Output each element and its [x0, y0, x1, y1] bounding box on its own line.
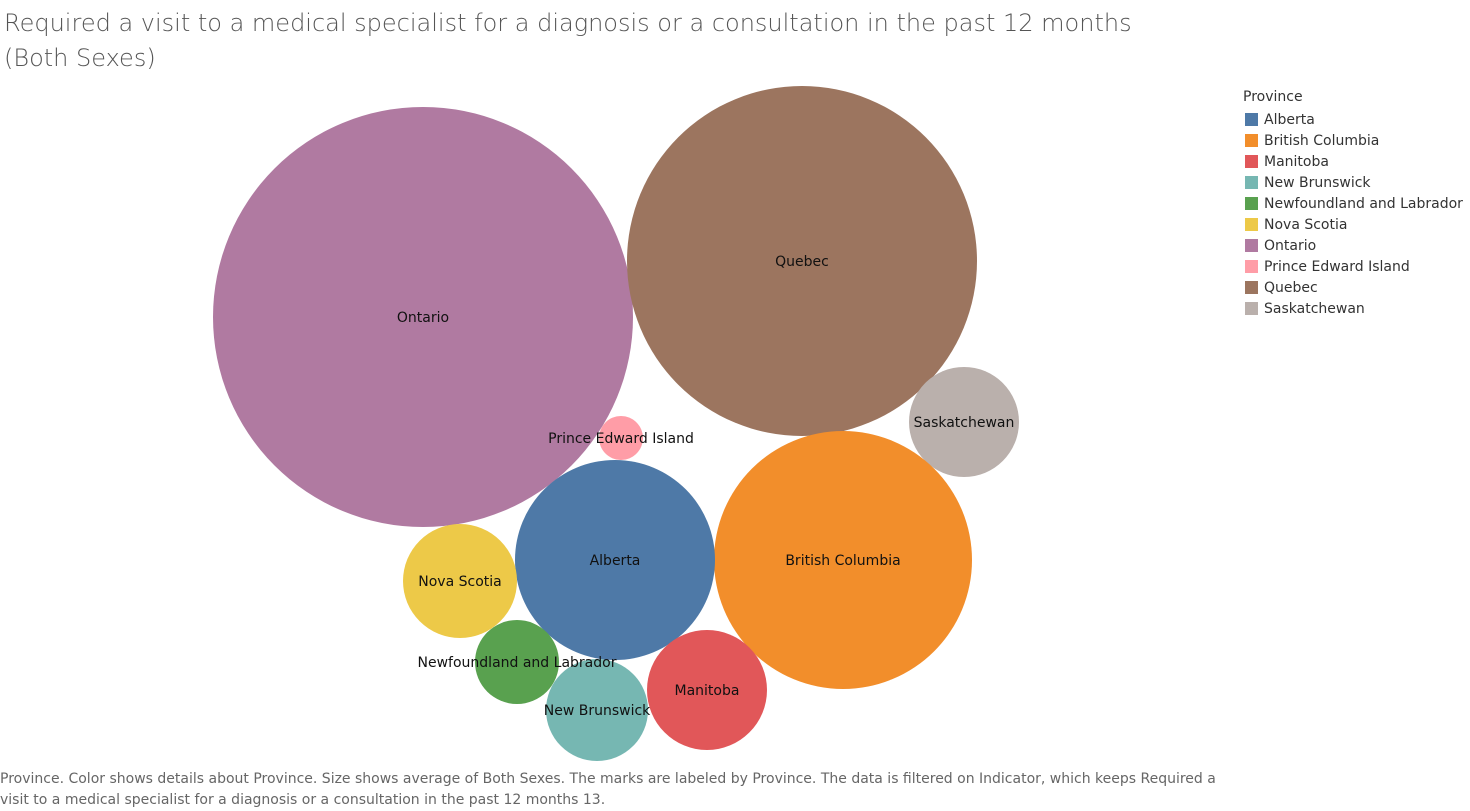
- legend-label-nova-scotia: Nova Scotia: [1264, 216, 1348, 233]
- legend-label-new-brunswick: New Brunswick: [1264, 174, 1371, 191]
- legend-item-prince-edward-island[interactable]: Prince Edward Island: [1243, 256, 1468, 277]
- bubble-label-saskatchewan: Saskatchewan: [914, 415, 1015, 431]
- legend-swatch-saskatchewan: [1245, 302, 1258, 315]
- bubble-label-prince-edward-island: Prince Edward Island: [548, 431, 694, 447]
- legend-swatch-newfoundland-and-labrador: [1245, 197, 1258, 210]
- legend-label-british-columbia: British Columbia: [1264, 132, 1380, 149]
- bubble-ontario[interactable]: [213, 107, 633, 527]
- legend-item-quebec[interactable]: Quebec: [1243, 277, 1468, 298]
- legend-swatch-alberta: [1245, 113, 1258, 126]
- bubble-label-new-brunswick: New Brunswick: [544, 703, 651, 719]
- bubble-chart: Ontario Quebec Saskatchewan Prince Edward I…: [213, 86, 1019, 761]
- legend-label-quebec: Quebec: [1264, 279, 1318, 296]
- legend-swatch-quebec: [1245, 281, 1258, 294]
- bubble-quebec[interactable]: [627, 86, 977, 436]
- legend-item-british-columbia[interactable]: British Columbia: [1243, 130, 1468, 151]
- legend-title: Province: [1243, 89, 1303, 105]
- chart-title: Required a visit to a medical specialist…: [4, 9, 1132, 72]
- bubble-label-ontario: Ontario: [397, 310, 449, 326]
- bubble-label-nova-scotia: Nova Scotia: [418, 574, 501, 590]
- legend-item-newfoundland-and-labrador[interactable]: Newfoundland and Labrador: [1243, 193, 1468, 214]
- bubble-newfoundland-and-labrador[interactable]: [475, 620, 559, 704]
- bubble-label-newfoundland-and-labrador: Newfoundland and Labrador: [418, 655, 617, 671]
- bubble-manitoba[interactable]: [647, 630, 767, 750]
- bubble-nova-scotia[interactable]: [403, 524, 517, 638]
- bubble-label-british-columbia: British Columbia: [785, 553, 900, 569]
- legend-item-manitoba[interactable]: Manitoba: [1243, 151, 1468, 172]
- legend-swatch-british-columbia: [1245, 134, 1258, 147]
- legend-item-saskatchewan[interactable]: Saskatchewan: [1243, 298, 1468, 319]
- legend-items: Alberta British Columbia Manitoba New Bruns…: [1243, 109, 1468, 319]
- legend-label-ontario: Ontario: [1264, 237, 1317, 254]
- bubble-prince-edward-island[interactable]: [599, 416, 643, 460]
- chart-caption: Province. Color shows details about Prov…: [0, 771, 1216, 808]
- legend-item-alberta[interactable]: Alberta: [1243, 109, 1468, 130]
- legend: Province Alberta British Columbia Manitoba…: [1243, 88, 1468, 319]
- legend-swatch-new-brunswick: [1245, 176, 1258, 189]
- legend-label-manitoba: Manitoba: [1264, 153, 1329, 170]
- bubble-label-alberta: Alberta: [590, 553, 641, 569]
- legend-item-nova-scotia[interactable]: Nova Scotia: [1243, 214, 1468, 235]
- bubble-label-quebec: Quebec: [775, 254, 829, 270]
- bubble-alberta[interactable]: [515, 460, 715, 660]
- legend-item-ontario[interactable]: Ontario: [1243, 235, 1468, 256]
- bubble-label-manitoba: Manitoba: [675, 683, 740, 699]
- legend-swatch-nova-scotia: [1245, 218, 1258, 231]
- legend-swatch-prince-edward-island: [1245, 260, 1258, 273]
- bubble-saskatchewan[interactable]: [909, 367, 1019, 477]
- legend-label-saskatchewan: Saskatchewan: [1264, 300, 1365, 317]
- legend-label-prince-edward-island: Prince Edward Island: [1264, 258, 1410, 275]
- legend-label-newfoundland-and-labrador: Newfoundland and Labrador: [1264, 195, 1463, 212]
- legend-item-new-brunswick[interactable]: New Brunswick: [1243, 172, 1468, 193]
- bubble-new-brunswick[interactable]: [546, 659, 648, 761]
- bubble-british-columbia[interactable]: [714, 431, 972, 689]
- legend-swatch-manitoba: [1245, 155, 1258, 168]
- legend-label-alberta: Alberta: [1264, 111, 1315, 128]
- legend-swatch-ontario: [1245, 239, 1258, 252]
